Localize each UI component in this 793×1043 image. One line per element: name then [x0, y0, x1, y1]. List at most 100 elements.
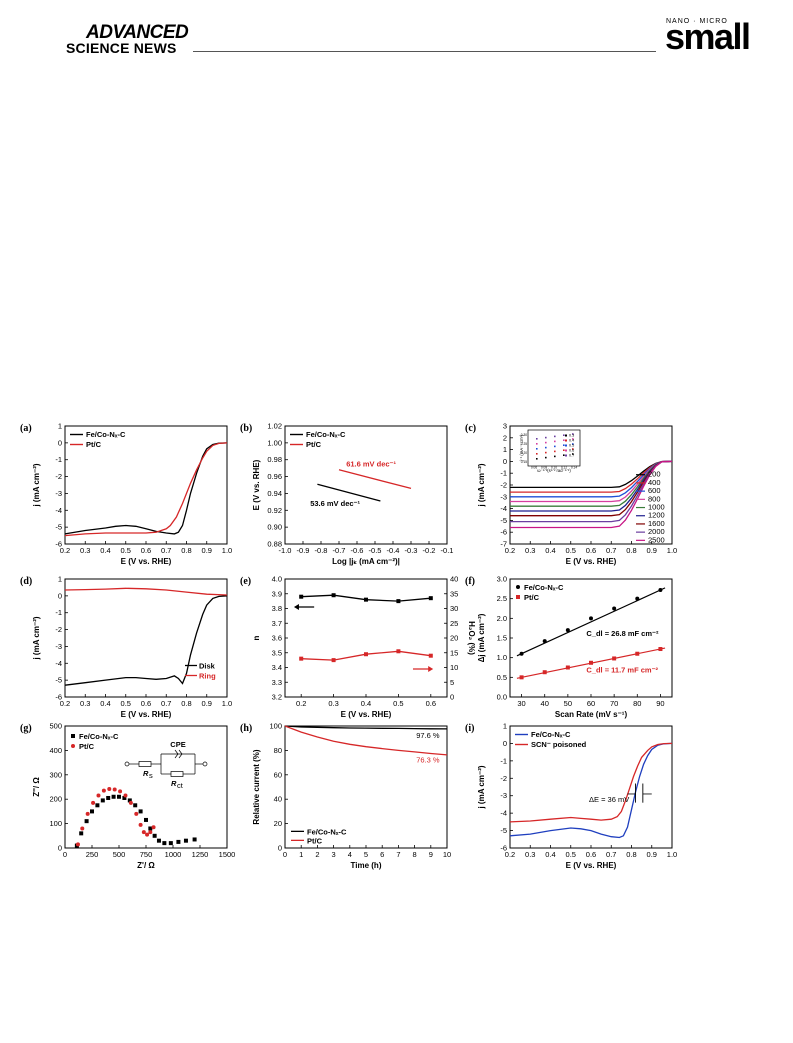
x-tick-label: 0.2	[60, 546, 70, 555]
data-point	[299, 656, 304, 661]
y-tick-label: 100	[269, 722, 282, 731]
x-tick-label: 0.9	[647, 850, 657, 859]
y-tick-label: 2.0	[497, 614, 507, 623]
data-point	[176, 839, 181, 844]
data-point	[80, 826, 85, 831]
y-tick-label: 0.94	[267, 489, 282, 498]
inset-point	[563, 439, 565, 441]
data-point	[148, 830, 153, 835]
legend-label: 1000	[648, 503, 665, 512]
y-tick-label: -3	[500, 492, 507, 501]
x-axis-label: E (V vs. RHE)	[341, 710, 392, 719]
x-tick-label: 0.9	[647, 546, 657, 555]
x-tick-label: 0.3	[80, 699, 90, 708]
x-axis-label: E (V vs. RHE)	[121, 710, 172, 719]
data-point	[95, 803, 100, 808]
legend-label: 2500	[648, 535, 665, 544]
chart-svg: (g) 0 250 500 750 1000 1250 1500 0 100 200 300 400 50…	[20, 722, 236, 871]
y-axis-label: Z''/ Ω	[32, 777, 41, 797]
series-line	[509, 742, 673, 823]
legend-label: 200	[648, 470, 661, 479]
x-tick-label: 1	[299, 850, 303, 859]
y-tick-label: 1.00	[267, 438, 282, 447]
y-right-tick-label: 40	[450, 575, 458, 584]
circuit-resistor-rct	[170, 771, 184, 777]
legend-label: Disk	[199, 662, 216, 671]
data-point	[162, 841, 167, 846]
slope-annotation: 53.6 mV dec⁻¹	[310, 499, 360, 508]
inset-x-tick: 0.14	[571, 466, 577, 470]
data-point	[100, 798, 105, 803]
cdl-annotation: C_dl = 11.7 mF cm⁻²	[586, 666, 658, 675]
y-tick-label: -1	[55, 608, 62, 617]
y-tick-label: -2	[500, 774, 507, 783]
inset-legend-marker	[565, 434, 567, 437]
circuit-rs-subscript: s	[149, 771, 153, 780]
y-tick-label: 3.2	[272, 693, 282, 702]
y-right-tick-label: 35	[450, 589, 458, 598]
y-tick-label: -6	[55, 540, 62, 549]
x-tick-label: 4	[348, 850, 352, 859]
x-tick-label: 0.2	[505, 546, 515, 555]
x-tick-label: -0.6	[351, 546, 364, 555]
data-point	[396, 649, 401, 654]
y-tick-label: -3	[55, 489, 62, 498]
data-point	[111, 794, 116, 799]
x-tick-label: 0.6	[141, 546, 151, 555]
plot-frame	[284, 425, 448, 545]
y-tick-label: 20	[274, 819, 282, 828]
y-tick-label: 100	[49, 819, 62, 828]
data-point	[152, 833, 157, 838]
data-point	[107, 786, 112, 791]
x-tick-label: 0.4	[545, 546, 555, 555]
x-tick-label: 80	[633, 699, 641, 708]
series-line	[64, 442, 228, 537]
x-tick-label: 250	[86, 850, 99, 859]
x-tick-label: 0.4	[100, 546, 110, 555]
x-tick-label: -0.2	[423, 546, 436, 555]
y-right-tick-label: 15	[450, 648, 458, 657]
x-tick-label: 2	[315, 850, 319, 859]
y-right-tick-label: 30	[450, 604, 458, 613]
data-point	[106, 795, 111, 800]
x-tick-label: 0.5	[393, 699, 403, 708]
legend-label: Pt/C	[306, 440, 322, 449]
x-tick-label: 1500	[219, 850, 236, 859]
panel-label: (b)	[240, 423, 252, 434]
y-tick-label: 500	[49, 722, 62, 731]
y-tick-label: 0	[58, 591, 62, 600]
y-axis-label: j (mA cm⁻²)	[32, 616, 41, 660]
y-tick-label: 60	[274, 770, 282, 779]
data-point	[192, 837, 197, 842]
x-tick-label: -0.7	[333, 546, 346, 555]
data-point	[151, 825, 156, 830]
y-tick-label: -1	[500, 469, 507, 478]
inset-point	[563, 444, 565, 446]
y-tick-label: 4.0	[272, 575, 282, 584]
x-tick-label: 5	[364, 850, 368, 859]
x-tick-label: -0.3	[405, 546, 418, 555]
data-point	[85, 811, 90, 816]
y-tick-label: 0	[58, 438, 62, 447]
y-tick-label: -1	[55, 455, 62, 464]
inset-point	[572, 453, 574, 455]
x-tick-label: 7	[396, 850, 400, 859]
legend-label: 600	[648, 486, 661, 495]
data-point	[117, 794, 121, 799]
chart-svg: (b) -1.0 -0.9 -0.8 -0.7 -0.6 -0.5 -0.4 -0.3 -0.2-…	[240, 422, 453, 567]
x-tick-label: 1.0	[667, 850, 677, 859]
chart-svg: (f) 30 40 50 60 70 80 90 0.0 0.5 1.0 1.5 2.0 2.5 3.0 Sc…	[465, 575, 673, 719]
y-tick-label: -3	[500, 791, 507, 800]
x-tick-label: 0.8	[626, 546, 636, 555]
y-tick-label: 3.3	[272, 678, 282, 687]
y-right-tick-label: 25	[450, 619, 458, 628]
x-tick-label: 30	[517, 699, 525, 708]
legend-label: Fe/Co-Nₓ-C	[531, 730, 571, 739]
data-point	[331, 593, 336, 598]
figure-panel: (f) 30 40 50 60 70 80 90 0.0 0.5 1.0 1.5 2.0 2.5 3.0 Sc…	[465, 563, 700, 732]
figure-panel: (c) 0.2 0.3 0.4 0.5 0.6 0.7 0.8 0.9 1.0 -7 -6 -5 -4 -3…	[465, 410, 700, 579]
y-tick-label: -5	[55, 523, 62, 532]
data-point	[118, 789, 123, 794]
x-tick-label: 9	[429, 850, 433, 859]
